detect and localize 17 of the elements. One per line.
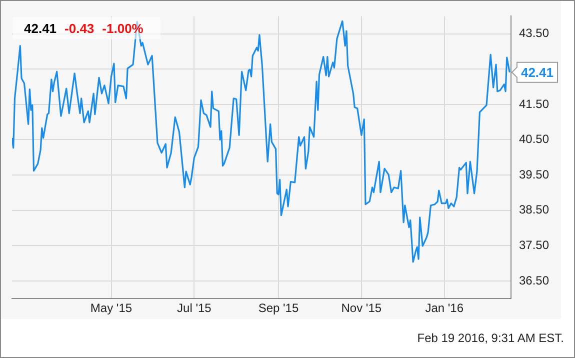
x-tick-label: Jul '15 xyxy=(177,301,212,316)
annotation: -1.00% xyxy=(102,20,144,36)
annotation: -0.43 xyxy=(64,20,94,36)
annotation: 42.41 xyxy=(24,20,57,36)
x-tick-label: Nov '15 xyxy=(341,301,382,316)
x-tick-label: Jan '16 xyxy=(425,301,464,316)
y-tick-label: 38.50 xyxy=(518,202,550,217)
y-tick-label: 39.50 xyxy=(518,167,550,182)
text: Feb 19 2016, 9:31 AM EST. xyxy=(417,331,564,345)
y-tick-label: 37.50 xyxy=(518,238,550,252)
y-tick-label: 43.50 xyxy=(518,26,550,40)
x-tick-label: May '15 xyxy=(90,301,132,316)
annotation: 42.41 xyxy=(520,64,554,80)
y-tick-label: 36.50 xyxy=(518,273,550,288)
x-tick-label: Sep '15 xyxy=(258,301,299,316)
y-tick-label: 40.50 xyxy=(518,132,550,146)
y-tick-label: 41.50 xyxy=(518,96,550,111)
